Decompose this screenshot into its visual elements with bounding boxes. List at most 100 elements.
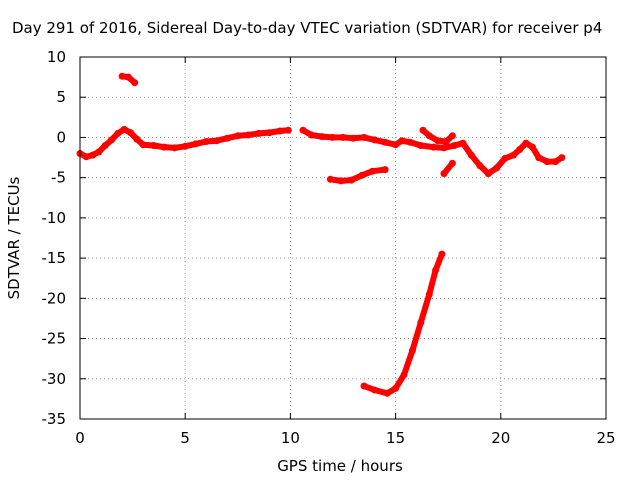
data-point xyxy=(360,133,368,141)
data-point xyxy=(371,386,379,394)
data-point xyxy=(101,142,109,149)
y-tick-label: -15 xyxy=(42,249,67,267)
data-point xyxy=(448,159,456,167)
y-tick-label: -5 xyxy=(51,169,66,187)
data-point xyxy=(234,132,242,140)
axis-ticks: 0 5 10 15 20 25 -35 -30 -25 -20 -15 -10 -5 0 5 10 xyxy=(42,48,616,447)
data-point xyxy=(552,158,559,166)
data-point xyxy=(501,154,509,162)
data-point xyxy=(467,151,475,159)
data-point xyxy=(398,137,406,145)
data-point xyxy=(284,126,292,134)
data-point xyxy=(131,79,139,87)
data-point xyxy=(347,176,355,184)
data-point xyxy=(484,170,492,178)
data-point xyxy=(509,151,517,159)
data-point xyxy=(192,140,200,148)
data-point xyxy=(392,141,400,149)
data-point xyxy=(442,138,450,145)
x-tick-label: 5 xyxy=(180,429,190,447)
data-point xyxy=(476,162,484,170)
data-point xyxy=(400,371,408,379)
data-point xyxy=(171,144,179,152)
data-point xyxy=(118,72,126,80)
data-point xyxy=(392,384,400,392)
data-point xyxy=(95,148,103,156)
x-tick-label: 20 xyxy=(491,429,510,447)
data-point xyxy=(381,166,389,174)
plot-frame xyxy=(79,56,607,420)
data-point xyxy=(124,73,132,81)
data-point xyxy=(318,133,326,141)
data-point xyxy=(108,136,116,144)
data-point xyxy=(406,138,414,146)
data-point xyxy=(408,347,416,355)
data-point xyxy=(339,133,347,141)
data-point xyxy=(213,137,221,145)
data-point xyxy=(139,141,147,149)
data-point xyxy=(255,129,263,137)
data-point xyxy=(244,131,252,139)
data-point xyxy=(276,127,284,135)
data-point xyxy=(516,146,524,153)
data-point xyxy=(160,143,168,151)
data-point xyxy=(558,154,566,162)
data-point xyxy=(522,139,530,147)
y-tick-label: -30 xyxy=(42,370,67,388)
x-tick-label: 0 xyxy=(75,429,85,447)
data-point xyxy=(451,142,458,149)
data-point xyxy=(307,131,315,139)
data-point xyxy=(150,142,158,149)
data-point xyxy=(417,319,425,326)
data-point xyxy=(425,290,433,298)
y-tick-label: -35 xyxy=(42,410,67,428)
data-point xyxy=(543,158,551,166)
data-point xyxy=(417,142,425,149)
x-axis-label: GPS time / hours xyxy=(277,457,403,475)
data-point xyxy=(127,129,134,137)
y-axis-label: SDTVAR / TECUs xyxy=(5,176,23,299)
data-point xyxy=(434,137,442,145)
data-point xyxy=(89,151,97,159)
chart-title: Day 291 of 2016, Sidereal Day-to-day VTE… xyxy=(12,19,602,37)
data-point xyxy=(419,126,427,134)
y-tick-label: -10 xyxy=(42,209,67,227)
grid-lines xyxy=(80,57,606,419)
data-point xyxy=(459,139,467,147)
x-tick-label: 10 xyxy=(281,429,300,447)
data-point xyxy=(360,382,368,390)
data-point xyxy=(369,167,376,175)
data-series xyxy=(76,72,566,397)
data-point xyxy=(371,136,379,144)
y-tick-label: 5 xyxy=(56,88,66,106)
data-point xyxy=(326,175,334,183)
data-point xyxy=(432,266,440,274)
data-point xyxy=(299,126,307,134)
data-point xyxy=(329,133,336,141)
y-tick-label: 0 xyxy=(56,128,66,146)
data-point xyxy=(381,138,389,146)
data-point xyxy=(430,143,437,151)
data-point xyxy=(425,132,433,140)
data-point xyxy=(493,164,501,172)
data-point xyxy=(202,138,210,145)
data-point xyxy=(337,177,345,185)
data-point xyxy=(448,132,456,140)
data-point xyxy=(223,134,231,142)
data-point xyxy=(265,129,273,137)
y-tick-label: -20 xyxy=(42,289,67,307)
series-segment xyxy=(361,251,445,397)
data-point xyxy=(535,154,543,162)
data-point xyxy=(438,250,446,258)
data-point xyxy=(120,125,128,133)
data-point xyxy=(358,171,366,179)
data-point xyxy=(114,129,122,137)
data-point xyxy=(440,170,448,178)
data-point xyxy=(181,142,189,150)
data-point xyxy=(82,153,90,161)
data-point xyxy=(133,135,141,143)
x-tick-label: 15 xyxy=(386,429,405,447)
data-point xyxy=(383,389,391,397)
data-point xyxy=(528,143,536,151)
